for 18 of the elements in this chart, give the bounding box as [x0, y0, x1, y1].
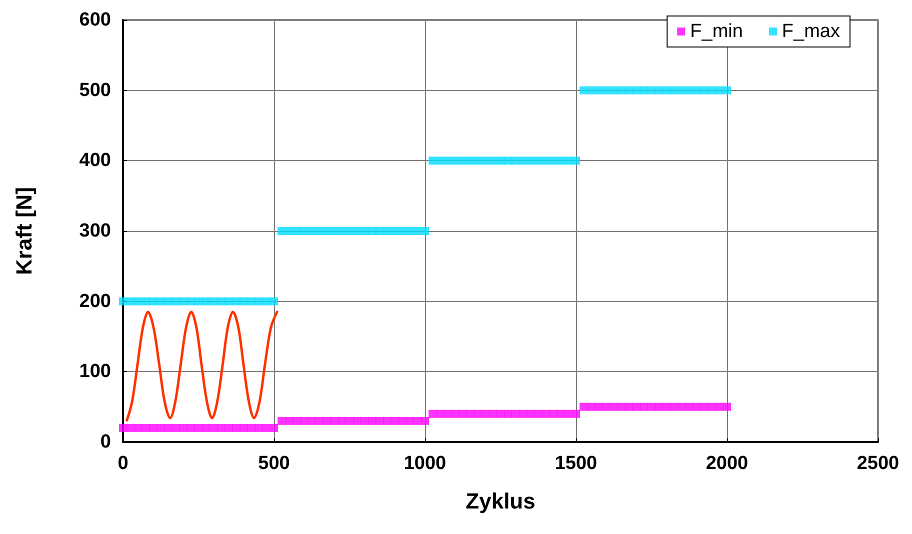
- x-tick-label: 0: [118, 453, 128, 474]
- x-tick-label: 1500: [554, 453, 598, 474]
- x-tick-label: 2000: [706, 453, 748, 474]
- legend-label: F_max: [782, 21, 840, 42]
- y-tick-label: 600: [79, 10, 111, 30]
- y-tick-label: 200: [79, 290, 111, 312]
- y-axis-title: Kraft [N]: [12, 187, 36, 275]
- y-tick-label: 400: [79, 150, 111, 172]
- y-tick-label: 300: [79, 220, 111, 242]
- y-tick-label: 500: [79, 80, 111, 101]
- x-tick-label: 500: [258, 453, 290, 474]
- y-tick-label: 0: [100, 432, 111, 452]
- line-series: [126, 310, 278, 422]
- x-tick-label: 2500: [856, 453, 900, 474]
- legend-label: F_min: [690, 21, 743, 42]
- x-tick-label: 1000: [404, 453, 446, 474]
- y-tick-label: 100: [79, 361, 111, 382]
- x-axis-title: Zyklus: [466, 488, 536, 514]
